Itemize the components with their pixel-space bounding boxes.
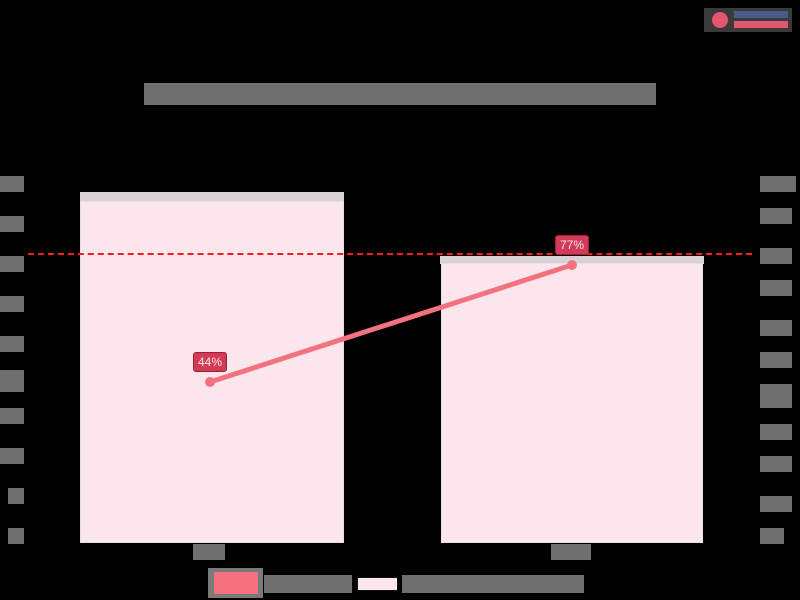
axis-tick-label: [r]: [760, 208, 792, 224]
data-point[interactable]: [205, 377, 215, 387]
axis-tick-label: [r]: [760, 176, 796, 192]
axis-tick-label: [r]: [8, 488, 24, 504]
axis-tick-label: [r]: [760, 248, 792, 264]
reference-line: [28, 253, 752, 255]
legend-swatch-bar[interactable]: [357, 577, 398, 591]
axis-tick-label: [r]: [0, 336, 24, 352]
axis-tick-label: [r]: [760, 320, 792, 336]
axis-tick-label: [r]: [0, 408, 24, 424]
legend-label: [redacted]: [402, 575, 584, 593]
axis-tick-label: [r]: [760, 280, 792, 296]
data-point[interactable]: [567, 260, 577, 270]
axis-tick-label: [r]: [760, 496, 792, 512]
axis-tick-label: [r]: [0, 256, 24, 272]
axis-tick-label: [r]: [760, 424, 792, 440]
axis-tick-label: [r]: [760, 456, 792, 472]
axis-tick-label: [r]: [0, 176, 24, 192]
legend-swatch-line[interactable]: [208, 568, 263, 598]
axis-tick-label: [r]: [760, 528, 784, 544]
axis-tick-label: [r]: [0, 216, 24, 232]
legend-label: [redacted]: [264, 575, 352, 593]
axis-tick-label: [r]: [0, 370, 24, 392]
x-axis-label: [redacted]: [193, 544, 225, 560]
data-label: 77%: [555, 235, 590, 255]
x-axis-label: [redacted]: [551, 544, 591, 560]
logo-icon: [712, 12, 728, 28]
bar-category-1[interactable]: [80, 201, 344, 543]
axis-tick-label: [r]: [760, 384, 792, 408]
bar-category-2[interactable]: [441, 263, 703, 543]
axis-tick-label: [r]: [8, 528, 24, 544]
axis-tick-label: [r]: [0, 448, 24, 464]
brand-logo: [704, 8, 792, 32]
axis-tick-label: [r]: [760, 352, 792, 368]
axis-tick-label: [r]: [0, 296, 24, 312]
data-label: 44%: [193, 352, 228, 372]
chart-title: [redacted]: [144, 83, 656, 105]
